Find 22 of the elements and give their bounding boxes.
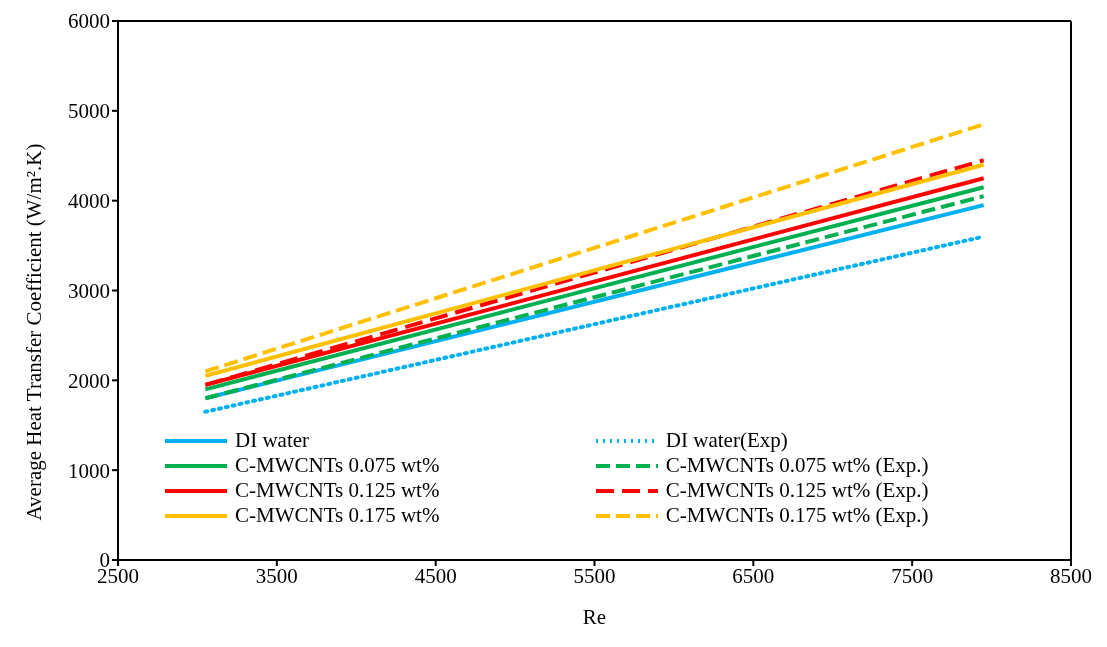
x-tick-label: 3500 xyxy=(255,563,298,588)
x-tick-label: 5500 xyxy=(573,563,616,588)
y-tick-label: 4000 xyxy=(68,189,110,214)
legend-label: C-MWCNTs 0.175 wt% xyxy=(235,503,440,528)
y-tick-label: 5000 xyxy=(68,99,110,124)
x-axis-title: Re xyxy=(582,605,607,629)
legend-label: C-MWCNTs 0.125 wt% (Exp.) xyxy=(665,478,929,503)
legend-label: C-MWCNTs 0.175 wt% (Exp.) xyxy=(665,503,929,528)
x-tick-label: 7500 xyxy=(891,563,934,588)
y-tick-label: 1000 xyxy=(68,458,110,483)
legend-label: DI water(Exp) xyxy=(665,428,788,453)
legend-label: C-MWCNTs 0.075 wt% (Exp.) xyxy=(665,453,929,478)
legend-label: DI water xyxy=(235,428,310,453)
legend-label: C-MWCNTs 0.125 wt% xyxy=(235,478,440,503)
y-axis-title: Average Heat Transfer Coefficient (W/m².K) xyxy=(22,143,47,521)
x-tick-label: 4500 xyxy=(414,563,457,588)
y-tick-label: 6000 xyxy=(68,9,110,34)
y-tick-label: 2000 xyxy=(68,368,110,393)
legend-label: C-MWCNTs 0.075 wt% xyxy=(235,453,440,478)
x-tick-label: 8500 xyxy=(1050,563,1092,588)
y-tick-label: 3000 xyxy=(68,278,110,303)
x-tick-label: 6500 xyxy=(732,563,775,588)
